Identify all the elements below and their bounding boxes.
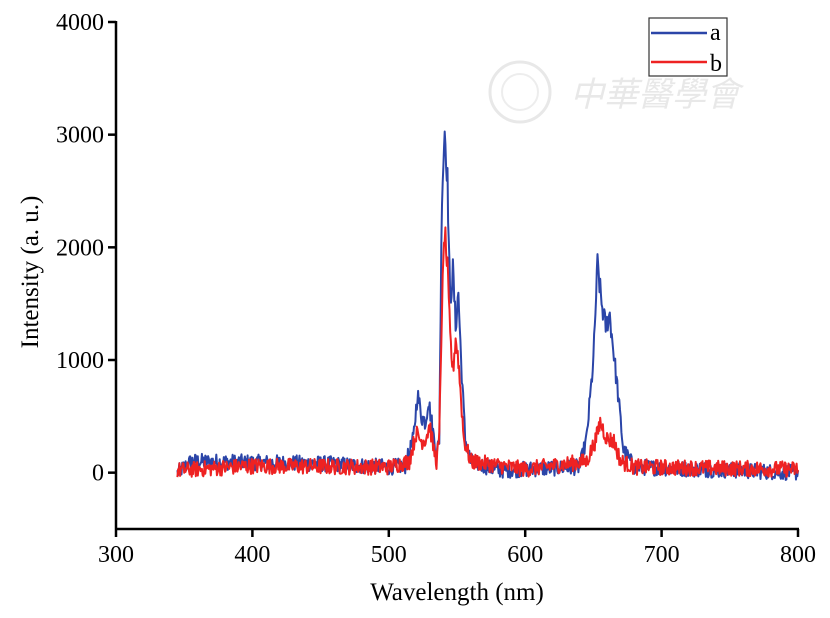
- x-tick-label: 300: [98, 542, 134, 568]
- series-line-b: [176, 226, 799, 478]
- x-tick-label: 500: [371, 542, 407, 568]
- watermark-text: 中華醫學會: [570, 75, 745, 115]
- series-layer: [176, 130, 799, 481]
- x-tick-label: 600: [507, 542, 543, 568]
- x-tick-label: 400: [234, 542, 270, 568]
- y-tick-label: 2000: [56, 235, 104, 261]
- legend-box: [648, 17, 728, 77]
- y-ticks: 0 1000 2000 3000 4000: [56, 10, 116, 487]
- y-axis-title: Intensity (a. u.): [17, 196, 44, 349]
- legend-label-a: a: [710, 20, 721, 46]
- axes: [114, 21, 799, 531]
- y-tick-label: 4000: [56, 10, 104, 36]
- x-axis-title: Wavelength (nm): [370, 579, 544, 606]
- legend: a b: [648, 17, 728, 77]
- x-tick-label: 700: [644, 542, 680, 568]
- y-tick-label: 1000: [56, 348, 104, 374]
- watermark-seal: [488, 60, 552, 124]
- series-line-a: [176, 130, 799, 481]
- y-tick-label: 0: [92, 461, 104, 487]
- x-ticks: 300 400 500 600 700 800: [98, 529, 816, 568]
- legend-label-b: b: [710, 51, 722, 77]
- watermark: 中華醫學會: [488, 60, 745, 124]
- y-tick-label: 3000: [56, 123, 104, 149]
- watermark-seal-inner: [501, 73, 539, 111]
- x-tick-label: 800: [780, 542, 816, 568]
